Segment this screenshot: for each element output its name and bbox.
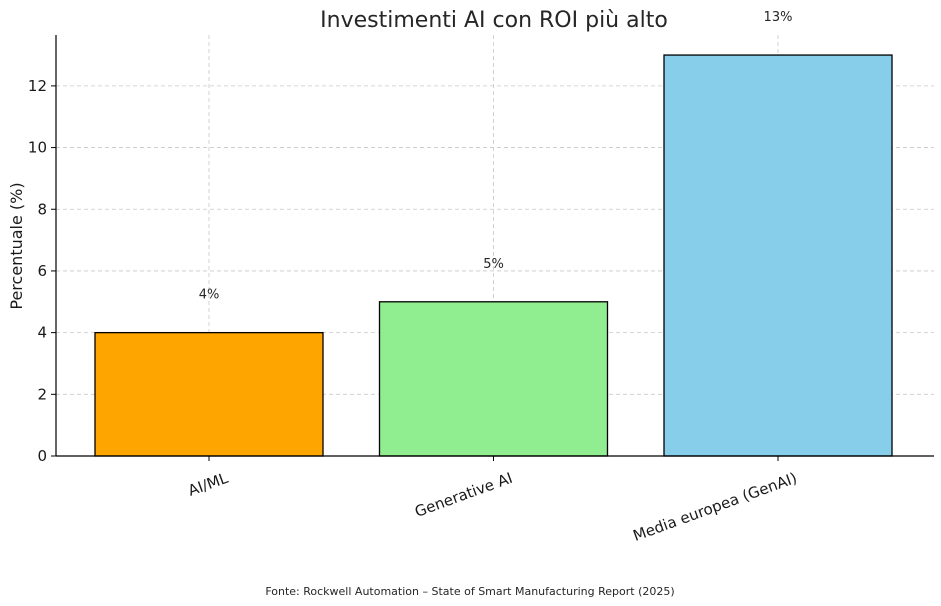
source-note: Fonte: Rockwell Automation – State of Sm…: [265, 585, 674, 598]
axes: [55, 35, 934, 457]
y-axis-ticks: 0 2 4 6 8 10 12: [28, 77, 56, 465]
y-tick-label: 0: [37, 447, 47, 465]
y-tick-label: 2: [37, 385, 47, 403]
chart-title: Investimenti AI con ROI più alto: [320, 8, 668, 33]
x-tick-label: Media europea (GenAI): [631, 469, 800, 545]
bar-value-label: 4%: [199, 288, 220, 303]
y-axis-label: Percentuale (%): [7, 182, 26, 309]
bar: [94, 331, 324, 457]
x-tick-label: AI/ML: [186, 469, 231, 500]
bar-value-label: 5%: [483, 257, 504, 272]
y-tick-label: 6: [37, 262, 47, 280]
x-tick-label: Generative AI: [412, 469, 515, 521]
data-labels: 4% 5% 13%: [199, 10, 793, 303]
bars: [94, 54, 893, 457]
y-tick-label: 4: [37, 324, 47, 342]
y-tick-label: 12: [28, 77, 47, 95]
bar: [378, 301, 609, 457]
bar: [663, 54, 893, 457]
y-tick-label: 10: [28, 139, 47, 157]
y-tick-label: 8: [37, 200, 47, 218]
x-axis-ticks: AI/ML Generative AI Media europea (GenAI): [186, 456, 800, 545]
bar-value-label: 13%: [764, 10, 793, 25]
